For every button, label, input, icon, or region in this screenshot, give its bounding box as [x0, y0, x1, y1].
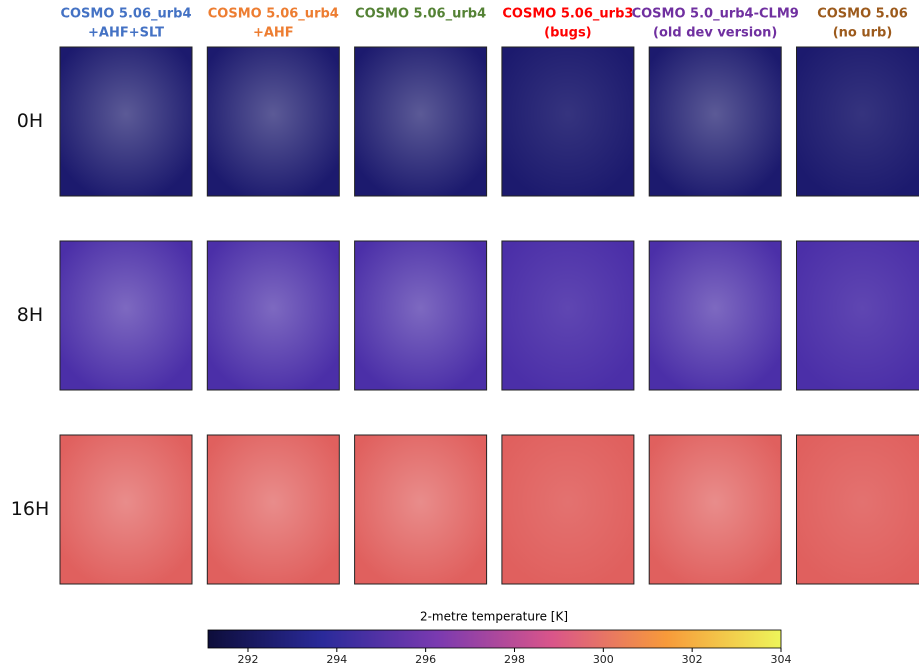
map-highlight	[355, 435, 487, 584]
column-title: (old dev version)	[653, 26, 777, 41]
tick-label: 298	[504, 653, 525, 666]
column-title: COSMO 5.0_urb4-CLM9	[632, 7, 799, 22]
column-title: (bugs)	[544, 26, 592, 41]
column-title: COSMO 5.06	[817, 7, 908, 22]
map-highlight	[649, 241, 781, 390]
row-label: 16H	[11, 498, 49, 520]
map-highlight	[60, 241, 192, 390]
tick-label: 300	[593, 653, 614, 666]
figure: 2-metre temperature [K] COSMO 5.06_urb4 +…	[0, 0, 919, 666]
column-title: +AHF	[253, 26, 294, 41]
map-highlight	[355, 241, 487, 390]
colorbar-label: 2-metre temperature [K]	[420, 610, 568, 624]
map-highlight	[207, 47, 339, 196]
tick-label: 296	[415, 653, 436, 666]
map-highlight	[207, 435, 339, 584]
map-highlight	[207, 241, 339, 390]
column-title: COSMO 5.06_urb4	[355, 7, 486, 22]
map-highlight	[797, 241, 919, 390]
tick-label: 304	[771, 653, 792, 666]
column-title: +AHF+SLT	[88, 26, 164, 41]
map-highlight	[797, 435, 919, 584]
colorbar	[208, 630, 781, 648]
tick-label: 302	[682, 653, 703, 666]
map-highlight	[60, 47, 192, 196]
page: {"chart_data":{"type":"map-grid", "colum…	[0, 0, 919, 666]
column-title: (no urb)	[833, 26, 893, 41]
map-highlight	[60, 435, 192, 584]
map-highlight	[797, 47, 919, 196]
column-title: COSMO 5.06_urb4	[208, 7, 339, 22]
map-highlight	[502, 241, 634, 390]
row-label: 8H	[17, 304, 43, 326]
map-highlight	[649, 47, 781, 196]
map-highlight	[649, 435, 781, 584]
map-highlight	[355, 47, 487, 196]
map-highlight	[502, 435, 634, 584]
tick-label: 292	[237, 653, 258, 666]
column-title: COSMO 5.06_urb4	[60, 7, 191, 22]
row-label: 0H	[17, 110, 43, 132]
tick-label: 294	[326, 653, 347, 666]
map-highlight	[502, 47, 634, 196]
column-title: COSMO 5.06_urb3	[502, 7, 633, 22]
